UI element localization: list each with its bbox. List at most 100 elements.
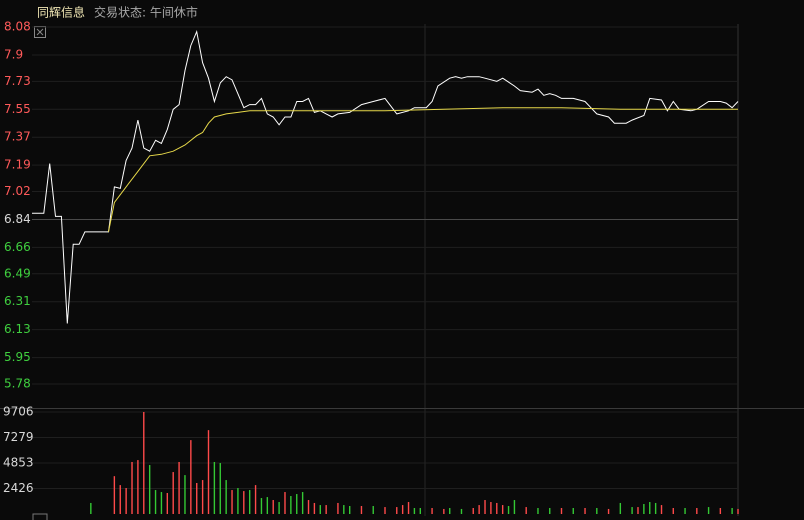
volume-bar bbox=[513, 500, 516, 514]
volume-bar bbox=[643, 504, 645, 514]
volume-bar bbox=[372, 506, 374, 514]
volume-bar bbox=[278, 502, 280, 514]
trade-status: 交易状态: 午间休市 bbox=[94, 5, 198, 20]
volume-bar bbox=[343, 505, 345, 514]
volume-bar bbox=[301, 492, 304, 514]
price-line bbox=[32, 29, 739, 324]
volume-bar bbox=[243, 491, 245, 514]
volume-bar bbox=[260, 498, 263, 514]
volume-bar bbox=[272, 500, 274, 514]
volume-bar bbox=[219, 463, 221, 514]
volume-bar bbox=[449, 508, 451, 514]
volume-bar bbox=[672, 508, 674, 514]
y-tick-label: 9706 bbox=[3, 405, 34, 419]
volume-bar bbox=[148, 465, 151, 514]
volume-bar bbox=[201, 480, 204, 514]
volume-bar bbox=[225, 480, 227, 514]
volume-bar bbox=[290, 496, 292, 514]
volume-bar bbox=[443, 508, 445, 514]
volume-bar bbox=[619, 502, 622, 514]
volume-bar bbox=[407, 502, 410, 514]
volume-bar bbox=[337, 502, 339, 514]
volume-bar bbox=[478, 505, 480, 514]
volume-bar bbox=[113, 476, 116, 514]
y-tick-label: 5.95 bbox=[4, 350, 31, 364]
volume-bar bbox=[525, 507, 527, 514]
volume-bar bbox=[90, 502, 92, 514]
volume-bar bbox=[266, 497, 269, 514]
y-tick-label: 6.84 bbox=[4, 212, 31, 226]
volume-bar bbox=[360, 506, 363, 514]
y-tick-label: 6.13 bbox=[4, 322, 31, 336]
y-tick-label: 5.78 bbox=[4, 377, 31, 391]
volume-bar bbox=[731, 508, 733, 514]
volume-bar bbox=[254, 485, 257, 514]
volume-bar bbox=[707, 507, 710, 514]
volume-bar bbox=[184, 475, 186, 514]
stock-name: 同辉信息 bbox=[37, 5, 85, 20]
volume-bar bbox=[607, 508, 610, 514]
volume-bar bbox=[413, 508, 416, 514]
volume-bar bbox=[507, 506, 510, 514]
volume-bar bbox=[637, 507, 639, 514]
volume-bar bbox=[584, 508, 586, 514]
volume-bar bbox=[684, 508, 686, 514]
volume-bar bbox=[460, 508, 463, 514]
volume-bar bbox=[537, 508, 539, 514]
volume-bar bbox=[284, 492, 286, 514]
indicator-box bbox=[32, 513, 48, 520]
volume-bar bbox=[137, 460, 139, 514]
volume-bar bbox=[319, 505, 321, 514]
volume-bar bbox=[178, 461, 180, 514]
y-tick-label: 6.31 bbox=[4, 294, 31, 308]
volume-bar bbox=[296, 494, 298, 514]
volume-bar bbox=[213, 461, 216, 514]
volume-bar bbox=[572, 508, 574, 514]
volume-bar bbox=[166, 492, 169, 514]
volume-bar bbox=[160, 492, 163, 514]
volume-bar bbox=[431, 508, 433, 514]
volume-bar bbox=[696, 508, 698, 514]
volume-bar bbox=[131, 461, 133, 514]
y-tick-label: 7.37 bbox=[4, 130, 31, 144]
volume-bar bbox=[496, 502, 498, 514]
volume-bar bbox=[472, 508, 474, 514]
volume-bar bbox=[419, 508, 421, 514]
volume-bar bbox=[190, 440, 192, 514]
volume-bar bbox=[207, 430, 210, 514]
y-tick-label: 4853 bbox=[3, 456, 34, 470]
y-tick-label: 7.02 bbox=[4, 184, 31, 198]
volume-bar bbox=[484, 500, 486, 514]
volume-bar bbox=[172, 472, 174, 514]
volume-bar bbox=[660, 505, 663, 514]
volume-bar bbox=[401, 505, 404, 514]
volume-bar bbox=[631, 507, 633, 514]
y-tick-label: 7279 bbox=[3, 430, 34, 444]
volume-bar bbox=[384, 507, 386, 514]
volume-bar bbox=[719, 508, 722, 514]
volume-bar bbox=[125, 488, 127, 514]
y-tick-label: 7.19 bbox=[4, 158, 31, 172]
volume-bar bbox=[349, 506, 351, 514]
y-tick-label: 7.55 bbox=[4, 102, 31, 116]
volume-bar bbox=[501, 505, 504, 514]
volume-bar bbox=[248, 490, 251, 514]
y-tick-label: 7.73 bbox=[4, 74, 31, 88]
volume-bar bbox=[307, 500, 310, 514]
y-tick-label: 7.9 bbox=[4, 47, 23, 61]
volume-bar bbox=[396, 507, 398, 514]
volume-bar bbox=[549, 508, 551, 514]
y-tick-label: 2426 bbox=[3, 481, 34, 495]
volume-bar bbox=[490, 502, 492, 514]
price-line bbox=[108, 107, 738, 232]
volume-bar bbox=[649, 502, 651, 514]
volume-bar bbox=[231, 490, 233, 514]
volume-bar bbox=[654, 502, 657, 514]
volume-bar bbox=[737, 508, 739, 514]
volume-bar bbox=[196, 482, 198, 514]
volume-bar bbox=[325, 505, 327, 514]
volume-bar bbox=[313, 502, 316, 514]
volume-bar bbox=[560, 508, 563, 514]
